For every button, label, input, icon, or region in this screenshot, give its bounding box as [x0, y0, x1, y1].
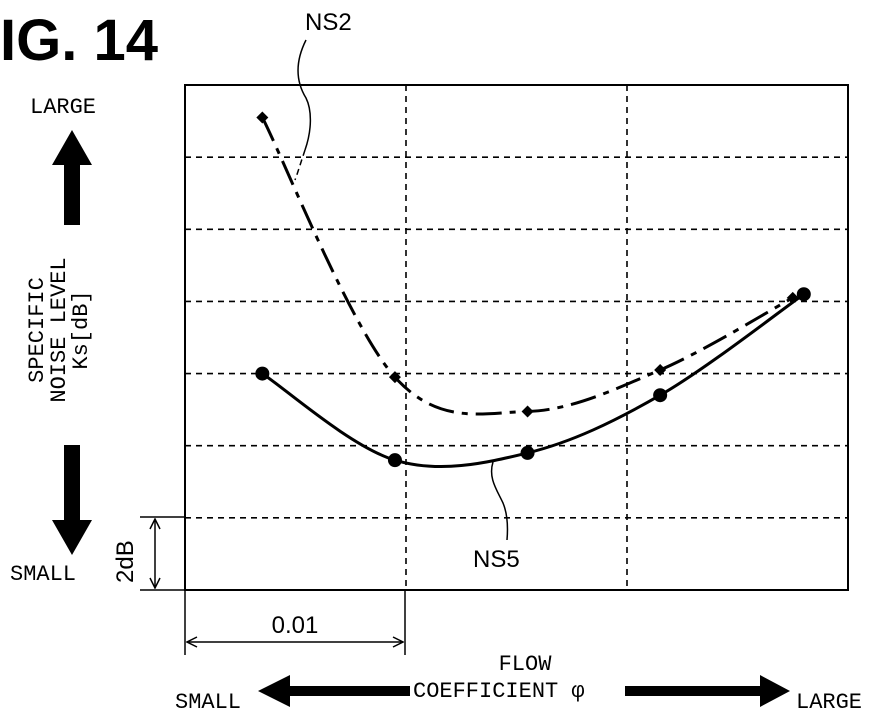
- data-point-ns2: [654, 364, 666, 376]
- data-point-ns5: [521, 446, 535, 460]
- series-line-ns2: [262, 117, 792, 414]
- y-down-arrow-icon: [52, 445, 92, 555]
- data-point-ns2: [522, 405, 534, 417]
- x-right-arrow-icon: [625, 675, 790, 707]
- y-title-line-3: Ks[dB]: [69, 290, 94, 369]
- x-scale-label: 0.01: [272, 612, 319, 639]
- ns2-leader-dashed: [295, 150, 305, 180]
- data-point-ns5: [797, 287, 811, 301]
- y-large-label: LARGE: [30, 95, 96, 120]
- y-small-label: SMALL: [10, 562, 76, 587]
- x-large-label: LARGE: [796, 690, 862, 715]
- data-point-ns5: [653, 388, 667, 402]
- data-point-ns5: [255, 367, 269, 381]
- x-title-line-2: COEFFICIENT φ: [413, 679, 585, 704]
- data-point-ns5: [388, 453, 402, 467]
- plot-frame: [185, 85, 848, 590]
- data-point-ns2: [256, 111, 268, 123]
- vertical-gridlines: [406, 85, 627, 590]
- x-left-arrow-icon: [258, 675, 410, 707]
- ns2-leader-solid: [298, 40, 310, 150]
- ns5-leader: [492, 462, 508, 540]
- y-axis-title: SPECIFIC NOISE LEVEL Ks[dB]: [25, 257, 94, 402]
- series-label-ns2: NS2: [305, 9, 352, 36]
- y-up-arrow-icon: [52, 130, 92, 225]
- series-label-ns5: NS5: [473, 546, 520, 573]
- figure-title: IG. 14: [0, 8, 158, 73]
- y-scale-label: 2dB: [112, 540, 139, 583]
- horizontal-gridlines: [185, 157, 848, 518]
- series-line-ns5: [262, 294, 803, 466]
- x-small-label: SMALL: [175, 690, 241, 715]
- series-points-ns5: [255, 287, 810, 467]
- x-title-line-1: FLOW: [499, 652, 553, 677]
